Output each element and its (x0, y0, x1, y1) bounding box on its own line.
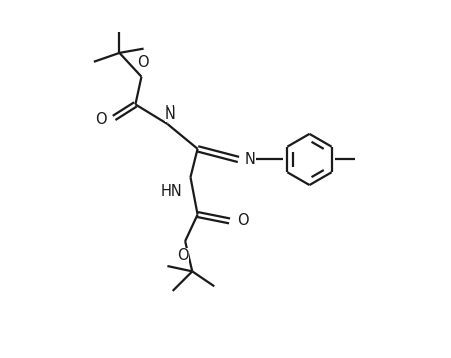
Text: O: O (177, 248, 189, 262)
Text: N: N (244, 152, 255, 167)
Text: HN: HN (161, 184, 182, 199)
Text: O: O (94, 112, 106, 127)
Text: O: O (137, 55, 149, 70)
Text: H: H (165, 103, 175, 117)
Text: N: N (165, 107, 175, 122)
Text: O: O (237, 213, 249, 228)
